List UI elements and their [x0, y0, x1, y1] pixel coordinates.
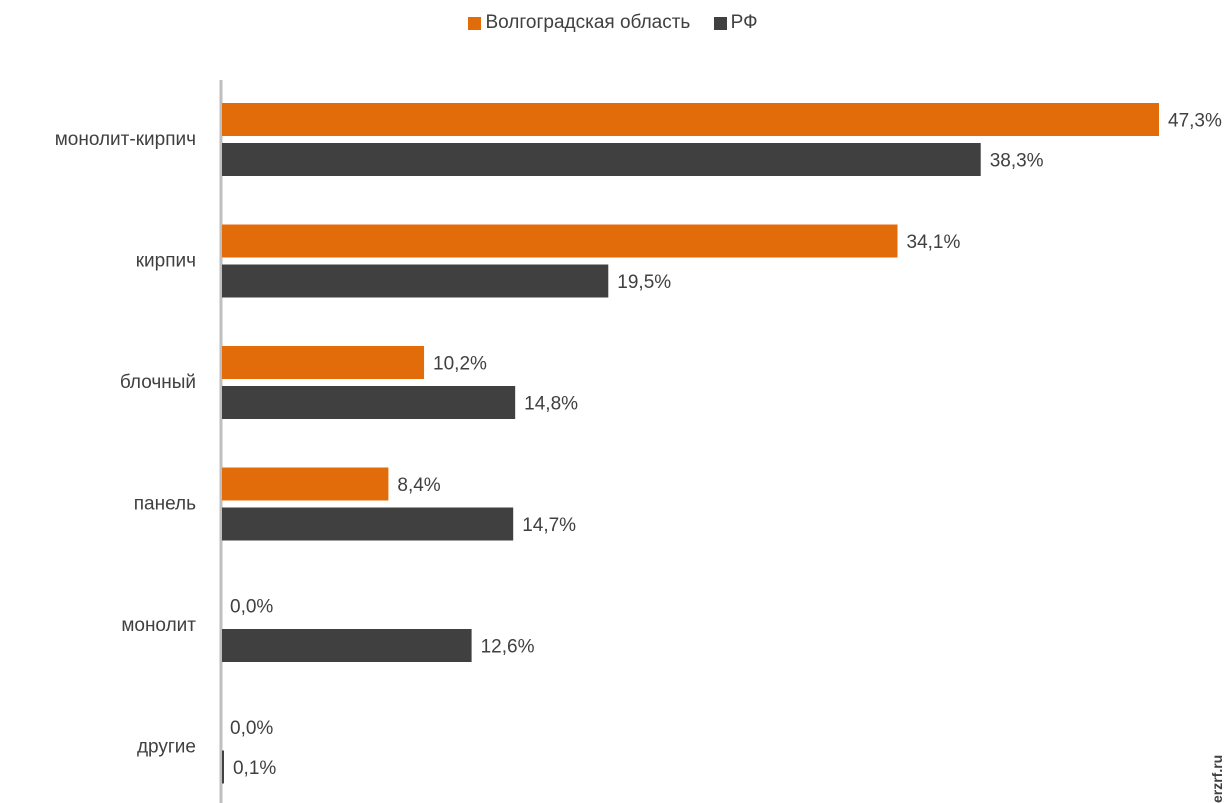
- data-label: 19,5%: [617, 272, 671, 293]
- data-label: 38,3%: [990, 151, 1044, 172]
- bar: [222, 143, 981, 176]
- bar: [222, 507, 514, 541]
- data-label: 47,3%: [1168, 111, 1222, 132]
- category-label: панель: [134, 494, 196, 515]
- data-label: 34,1%: [907, 232, 961, 253]
- legend-swatch-volgograd: [468, 16, 482, 30]
- category-label: блочный: [120, 372, 196, 393]
- category-label: кирпич: [136, 251, 196, 272]
- category-label: другие: [137, 737, 196, 758]
- data-label: 0,0%: [230, 597, 273, 618]
- bar: [222, 629, 472, 662]
- watermark: erzrf.ru: [1209, 755, 1225, 803]
- legend-label-volgograd: Волгоградская область: [485, 12, 691, 33]
- data-label: 14,8%: [524, 394, 578, 415]
- data-label: 0,0%: [230, 718, 273, 739]
- category-label: монолит-кирпич: [55, 129, 196, 150]
- data-label: 0,1%: [233, 758, 276, 779]
- legend: Волгоградская область РФ: [0, 12, 1226, 36]
- legend-item-volgograd: Волгоградская область: [468, 12, 690, 34]
- bar: [222, 103, 1159, 136]
- bar: [222, 264, 609, 298]
- data-label: 10,2%: [433, 354, 487, 375]
- data-label: 12,6%: [481, 637, 535, 658]
- legend-label-rf: РФ: [730, 12, 758, 33]
- data-label: 8,4%: [397, 475, 440, 496]
- bar: [222, 346, 425, 379]
- bar: [222, 224, 898, 258]
- legend-item-rf: РФ: [713, 12, 758, 34]
- bar: [222, 467, 389, 501]
- category-label: монолит: [121, 615, 196, 636]
- bar: [222, 750, 224, 784]
- data-label: 14,7%: [522, 515, 576, 536]
- legend-swatch-rf: [713, 16, 727, 30]
- bar: [222, 386, 516, 419]
